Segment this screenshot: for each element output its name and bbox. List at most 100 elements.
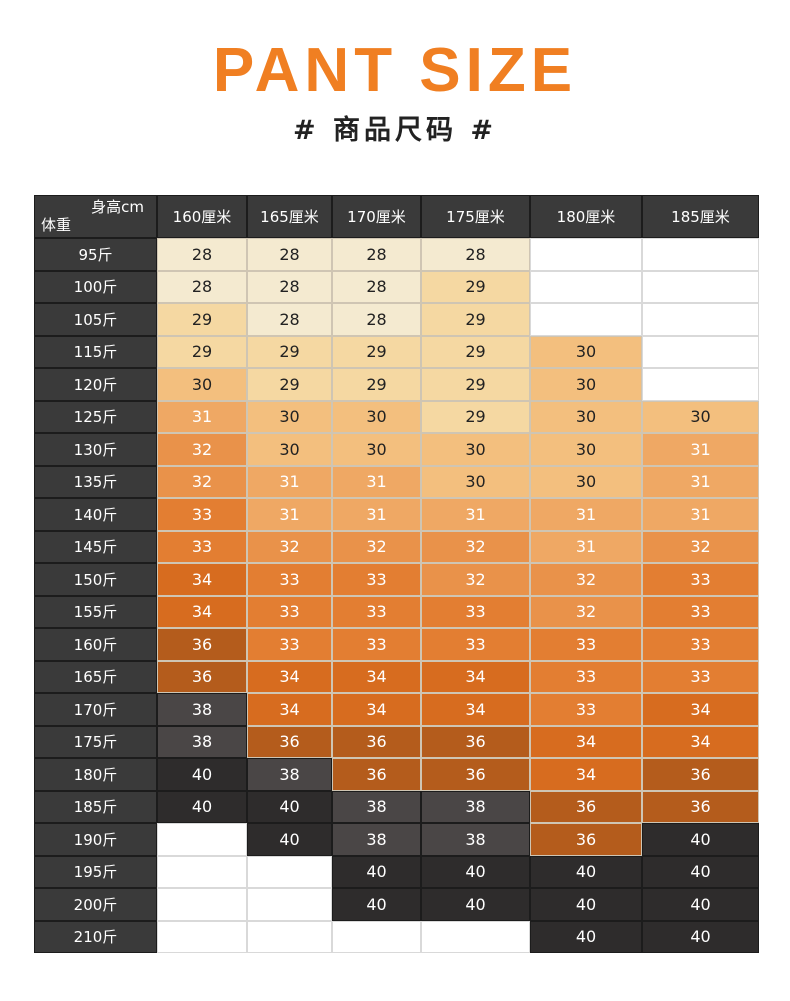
size-cell: 36 [332, 725, 421, 758]
weight-label: 185斤 [34, 790, 157, 823]
weight-label: 170斤 [34, 693, 157, 726]
size-cell: 30 [421, 465, 530, 498]
height-header: 175厘米 [421, 195, 530, 238]
size-cell: 38 [332, 790, 421, 823]
size-cell: 30 [332, 400, 421, 433]
size-cell: 32 [332, 530, 421, 563]
size-cell [157, 920, 247, 953]
weight-label: 210斤 [34, 920, 157, 953]
size-cell [642, 368, 759, 401]
size-cell: 33 [332, 628, 421, 661]
size-cell [642, 238, 759, 271]
weight-label: 160斤 [34, 628, 157, 661]
size-cell [530, 270, 642, 303]
size-cell [247, 920, 332, 953]
size-cell: 30 [247, 400, 332, 433]
weight-label: 125斤 [34, 400, 157, 433]
size-cell: 30 [157, 368, 247, 401]
size-cell [157, 888, 247, 921]
weight-label: 195斤 [34, 855, 157, 888]
size-cell: 34 [530, 725, 642, 758]
size-cell: 31 [642, 433, 759, 466]
size-cell [157, 855, 247, 888]
size-cell: 33 [642, 628, 759, 661]
size-cell: 31 [421, 498, 530, 531]
size-cell: 38 [157, 693, 247, 726]
size-cell: 33 [421, 628, 530, 661]
size-cell: 30 [530, 433, 642, 466]
size-cell: 30 [530, 335, 642, 368]
size-cell: 40 [642, 855, 759, 888]
size-cell: 28 [247, 238, 332, 271]
size-cell: 33 [530, 693, 642, 726]
size-cell: 31 [247, 498, 332, 531]
size-cell: 29 [421, 303, 530, 336]
size-cell: 36 [530, 790, 642, 823]
size-cell: 36 [157, 660, 247, 693]
size-cell: 28 [332, 270, 421, 303]
size-cell: 30 [642, 400, 759, 433]
size-cell: 32 [247, 530, 332, 563]
height-header: 170厘米 [332, 195, 421, 238]
size-cell: 40 [421, 855, 530, 888]
corner-header: 身高cm 体重 [34, 195, 157, 238]
size-cell: 31 [157, 400, 247, 433]
page-subtitle: # 商品尺码 # [292, 115, 498, 146]
weight-label: 140斤 [34, 498, 157, 531]
size-cell: 32 [421, 563, 530, 596]
size-cell: 28 [247, 270, 332, 303]
size-cell: 33 [530, 628, 642, 661]
size-cell [332, 920, 421, 953]
size-cell: 31 [332, 498, 421, 531]
size-cell: 30 [530, 368, 642, 401]
size-cell: 30 [530, 400, 642, 433]
size-cell: 29 [332, 368, 421, 401]
size-cell: 32 [157, 433, 247, 466]
size-cell: 29 [157, 303, 247, 336]
height-header: 165厘米 [247, 195, 332, 238]
weight-label: 180斤 [34, 758, 157, 791]
weight-label: 175斤 [34, 725, 157, 758]
height-header: 185厘米 [642, 195, 759, 238]
size-cell: 29 [247, 335, 332, 368]
size-cell: 36 [530, 823, 642, 856]
size-cell: 29 [421, 335, 530, 368]
weight-label: 145斤 [34, 530, 157, 563]
size-cell: 40 [247, 790, 332, 823]
size-cell: 33 [332, 595, 421, 628]
size-cell: 38 [421, 823, 530, 856]
size-cell: 28 [332, 238, 421, 271]
size-cell [530, 238, 642, 271]
size-cell: 38 [247, 758, 332, 791]
size-cell: 29 [421, 368, 530, 401]
size-cell: 34 [247, 660, 332, 693]
size-cell: 40 [157, 790, 247, 823]
size-cell: 38 [421, 790, 530, 823]
size-cell: 30 [247, 433, 332, 466]
size-cell: 34 [642, 693, 759, 726]
size-cell: 36 [157, 628, 247, 661]
height-header: 160厘米 [157, 195, 247, 238]
size-cell: 36 [642, 790, 759, 823]
size-cell: 33 [247, 595, 332, 628]
size-cell: 34 [530, 758, 642, 791]
size-cell: 33 [157, 498, 247, 531]
size-cell: 40 [247, 823, 332, 856]
size-cell: 32 [157, 465, 247, 498]
weight-label: 150斤 [34, 563, 157, 596]
weight-label: 190斤 [34, 823, 157, 856]
size-cell: 28 [332, 303, 421, 336]
size-cell: 32 [421, 530, 530, 563]
weight-label: 200斤 [34, 888, 157, 921]
size-cell: 34 [421, 660, 530, 693]
weight-label: 105斤 [34, 303, 157, 336]
size-cell: 33 [642, 595, 759, 628]
size-cell: 40 [421, 888, 530, 921]
size-cell: 33 [247, 628, 332, 661]
size-cell: 34 [421, 693, 530, 726]
size-cell: 33 [421, 595, 530, 628]
size-cell: 30 [530, 465, 642, 498]
size-cell: 34 [642, 725, 759, 758]
weight-label: 155斤 [34, 595, 157, 628]
size-cell [157, 823, 247, 856]
